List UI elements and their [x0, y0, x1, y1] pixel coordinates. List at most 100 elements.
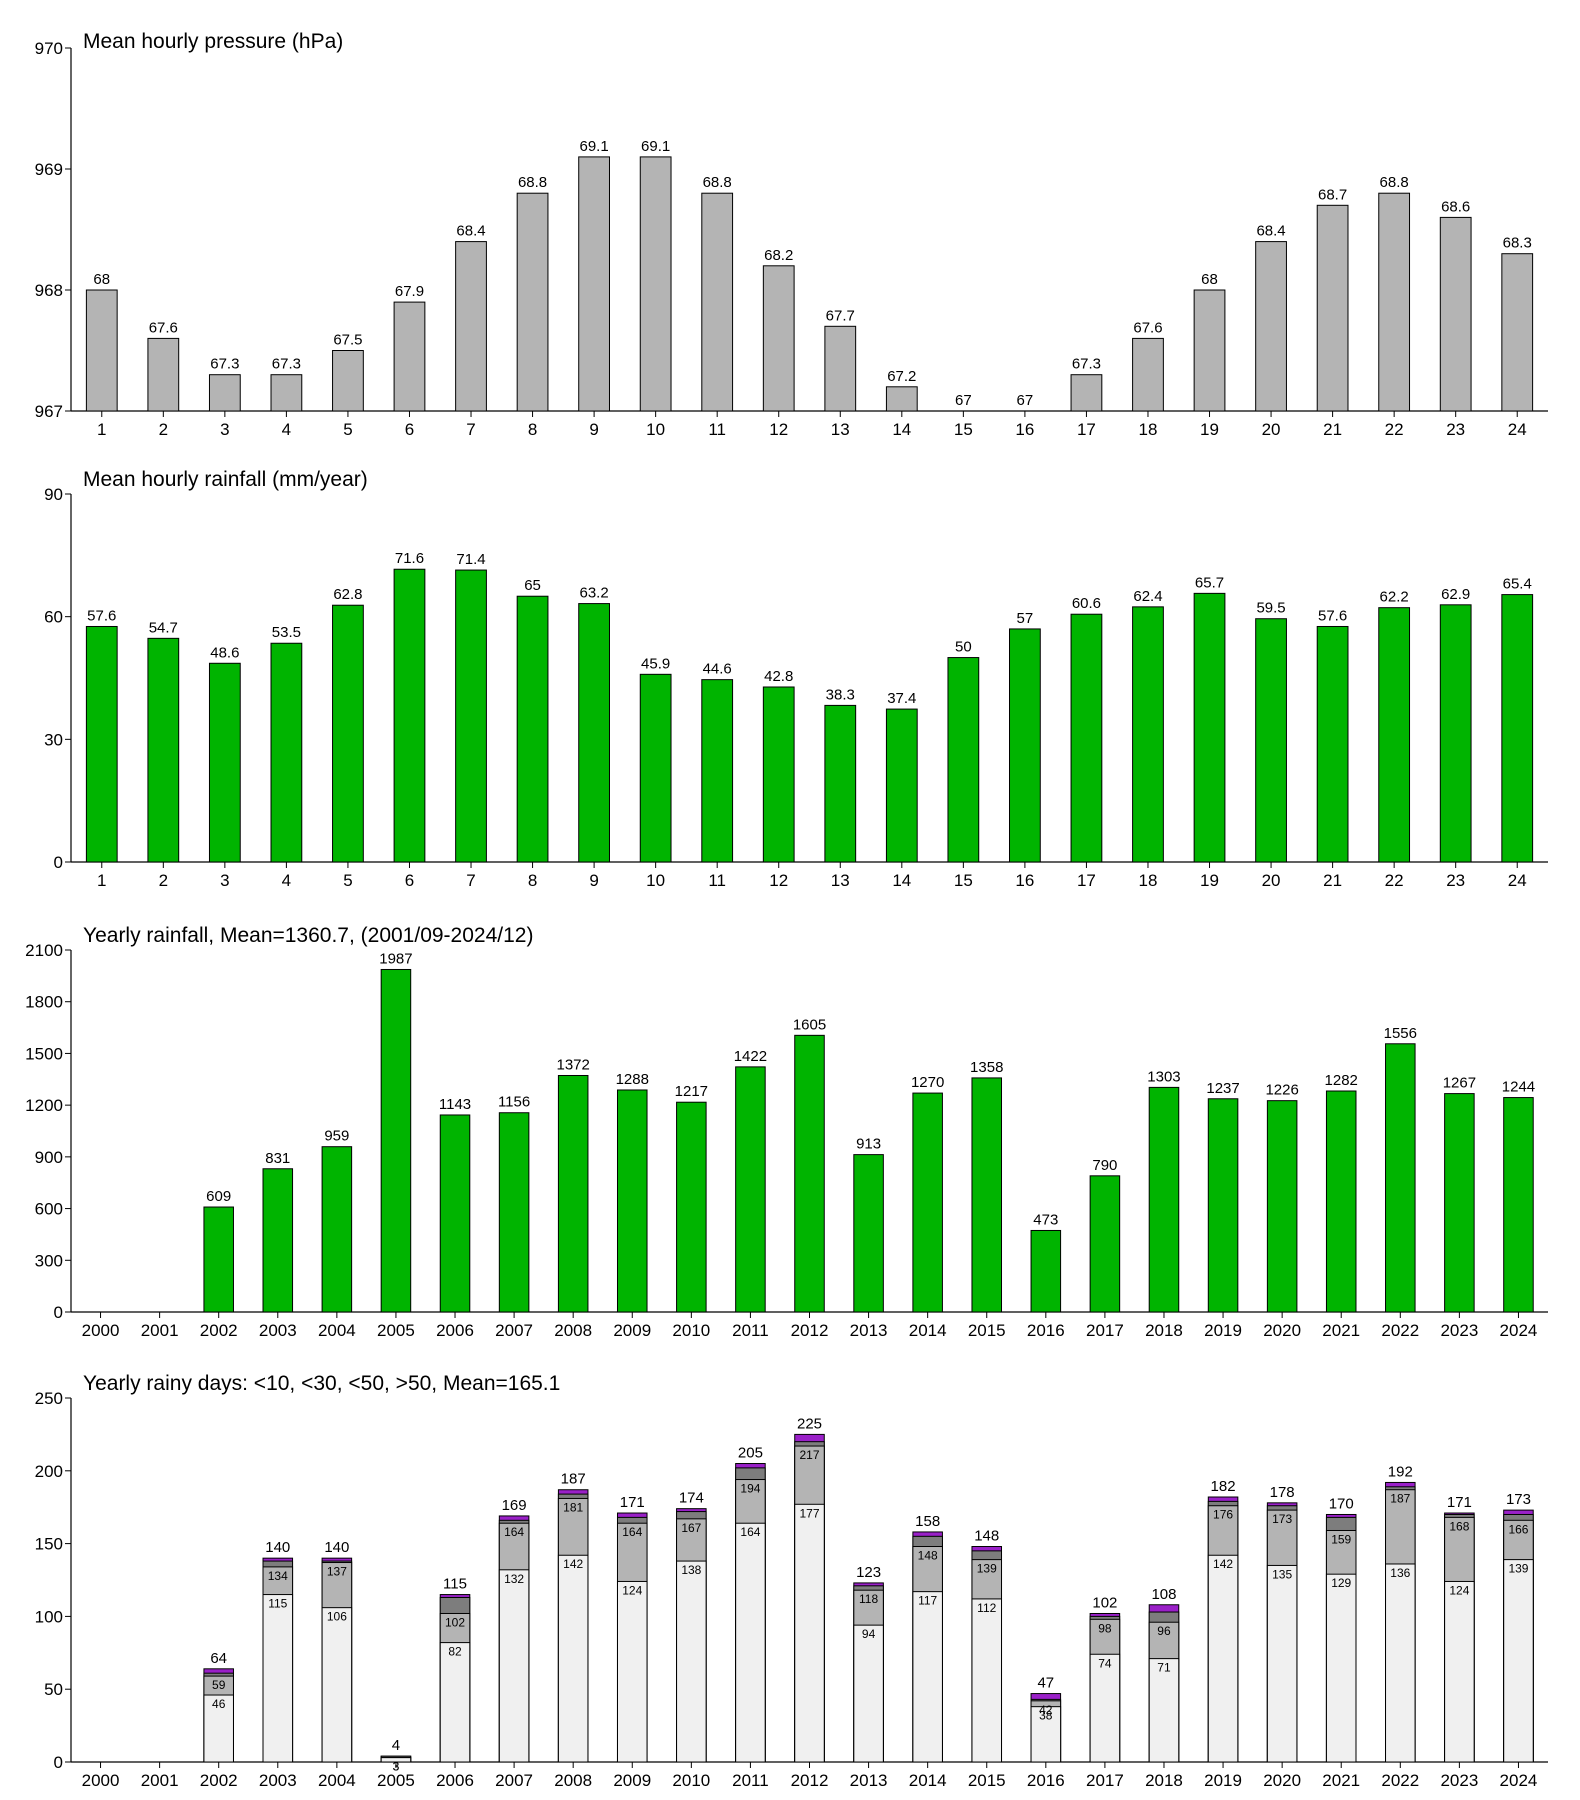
bar: [85, 289, 118, 412]
value-label: 1372: [556, 1056, 589, 1073]
value-label: 217: [799, 1448, 819, 1462]
x-tick-label: 3: [220, 420, 229, 439]
x-tick-label: 2012: [791, 1771, 829, 1790]
x-tick-label: 7: [466, 420, 475, 439]
value-label: 158: [915, 1513, 940, 1530]
bar: [1439, 216, 1472, 412]
x-tick-label: 17: [1077, 420, 1096, 439]
bar: [1030, 1229, 1062, 1313]
x-tick-label: 22: [1385, 420, 1404, 439]
bar: [1132, 337, 1164, 412]
x-tick-label: 9: [589, 420, 598, 439]
x-tick-label: 4: [282, 871, 291, 890]
value-label: 68.6: [1441, 198, 1470, 215]
value-label: 1422: [734, 1048, 767, 1065]
value-label: 137: [327, 1565, 347, 1579]
value-label: 57: [1017, 610, 1034, 627]
value-label: 67: [955, 392, 972, 409]
bar: [853, 1154, 884, 1313]
value-label: 68.8: [703, 174, 732, 191]
bar: [1325, 1090, 1357, 1313]
value-label: 166: [1508, 1522, 1528, 1536]
x-tick-label: 5: [343, 420, 352, 439]
value-label: 94: [862, 1627, 876, 1641]
value-label: 62.8: [333, 586, 362, 603]
bar: [701, 192, 734, 412]
y-tick-label: 200: [35, 1462, 63, 1481]
x-tick-label: 2023: [1440, 1321, 1478, 1340]
chart-title: Yearly rainfall, Mean=1360.7, (2001/09-2…: [83, 924, 533, 947]
value-label: 1226: [1265, 1082, 1298, 1099]
value-label: 140: [324, 1539, 349, 1556]
value-label: 164: [504, 1525, 524, 1539]
x-tick-label: 2014: [909, 1321, 947, 1340]
y-tick-label: 60: [44, 608, 63, 627]
bar: [1207, 1554, 1239, 1763]
value-label: 117: [918, 1594, 937, 1608]
bar: [1070, 374, 1103, 412]
bar: [1030, 1706, 1062, 1763]
value-label: 123: [856, 1564, 881, 1581]
bar: [1193, 592, 1226, 863]
x-tick-label: 1: [97, 420, 106, 439]
bar: [1501, 253, 1534, 412]
value-label: 205: [738, 1445, 763, 1462]
y-tick-label: 600: [35, 1200, 63, 1219]
bar: [616, 1580, 648, 1763]
bar: [1503, 1559, 1534, 1763]
value-label: 3: [393, 1760, 400, 1774]
bar: [1132, 606, 1164, 863]
value-label: 82: [448, 1645, 462, 1659]
bar: [1148, 1086, 1180, 1313]
value-label: 913: [856, 1136, 881, 1153]
x-tick-label: 6: [405, 871, 414, 890]
bar: [1385, 1563, 1416, 1763]
y-tick-label: 968: [35, 281, 63, 300]
value-label: 53.5: [272, 624, 301, 641]
value-label: 60.6: [1072, 595, 1101, 612]
bar: [1503, 1097, 1534, 1313]
x-tick-label: 2006: [436, 1771, 474, 1790]
x-tick-label: 20: [1262, 420, 1281, 439]
bar: [498, 1569, 530, 1763]
bar: [1444, 1580, 1475, 1763]
x-tick-label: 2006: [436, 1321, 474, 1340]
x-tick-label: 2005: [377, 1321, 415, 1340]
bar: [735, 1522, 766, 1763]
value-label: 187: [1390, 1492, 1410, 1506]
bar: [147, 637, 180, 863]
bar: [1325, 1573, 1357, 1763]
bar: [735, 1066, 766, 1313]
x-tick-label: 12: [769, 420, 788, 439]
value-label: 159: [1331, 1532, 1351, 1546]
value-label: 1217: [675, 1083, 708, 1100]
bar: [380, 1757, 412, 1763]
x-tick-label: 2003: [259, 1321, 297, 1340]
value-label: 71: [1157, 1661, 1171, 1675]
value-label: 69.1: [641, 138, 670, 155]
x-tick-label: 18: [1139, 420, 1158, 439]
x-tick-label: 2001: [141, 1321, 179, 1340]
y-tick-label: 1800: [25, 993, 63, 1012]
y-tick-label: 150: [35, 1535, 63, 1554]
bar: [1266, 1564, 1298, 1763]
x-tick-label: 19: [1200, 420, 1219, 439]
bar: [380, 968, 412, 1313]
value-label: 42.8: [764, 668, 793, 685]
value-label: 47: [1037, 1675, 1054, 1692]
value-label: 65.4: [1503, 576, 1532, 593]
value-label: 174: [679, 1490, 704, 1507]
value-label: 57.6: [87, 607, 116, 624]
y-tick-label: 30: [44, 730, 63, 749]
x-tick-label: 3: [220, 871, 229, 890]
x-tick-label: 2002: [200, 1771, 238, 1790]
bar: [947, 657, 980, 863]
value-label: 67.7: [826, 307, 855, 324]
bar: [498, 1112, 530, 1313]
bar: [208, 374, 241, 412]
bar: [1089, 1653, 1121, 1763]
value-label: 1605: [793, 1016, 826, 1033]
value-label: 59.5: [1256, 600, 1285, 617]
value-label: 67.2: [887, 368, 916, 385]
value-label: 37.4: [887, 690, 916, 707]
